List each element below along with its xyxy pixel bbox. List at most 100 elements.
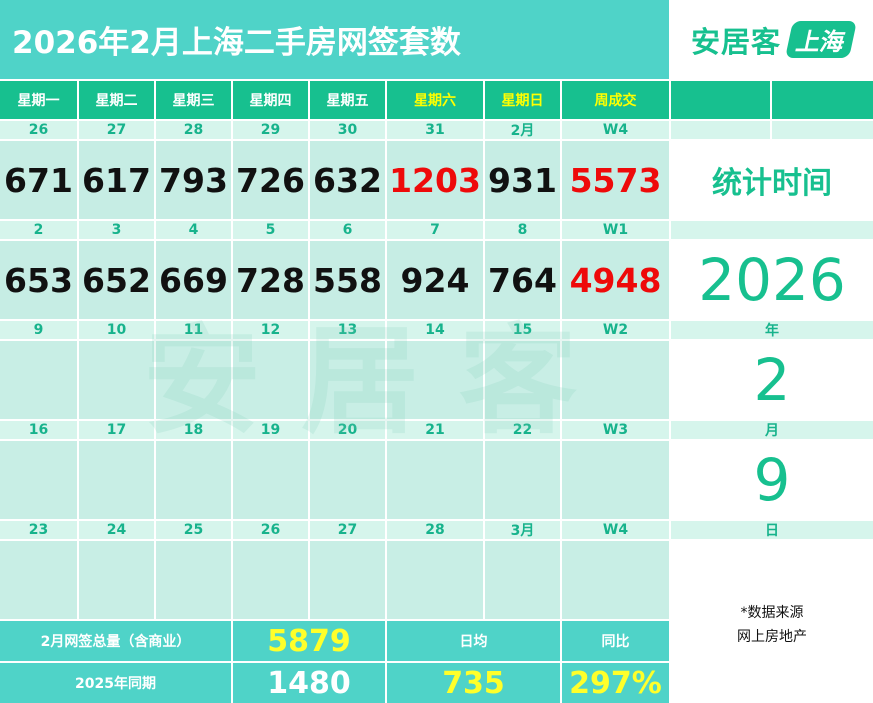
daily-count: 669 (156, 241, 231, 319)
stat-day-unit: 日 (671, 521, 873, 539)
daily-count (0, 341, 77, 419)
date-label: 19 (233, 421, 308, 439)
prev-year-label: 2025年同期 (0, 663, 231, 703)
side-date-blank (671, 221, 873, 239)
side-date-blank (772, 121, 873, 139)
date-label: 2月 (485, 121, 560, 139)
date-label: 29 (233, 121, 308, 139)
stat-year: 2026 (671, 241, 873, 319)
date-label: 15 (485, 321, 560, 339)
weekly-total (562, 441, 669, 519)
date-label: 28 (387, 521, 483, 539)
date-label: 18 (156, 421, 231, 439)
date-label: 30 (310, 121, 385, 139)
date-label: 3月 (485, 521, 560, 539)
daily-count: 793 (156, 141, 231, 219)
logo-brand-text: 安居客 (690, 24, 781, 59)
weekday-header: 星期四 (233, 81, 308, 119)
date-label: 26 (233, 521, 308, 539)
daily-count (0, 441, 77, 519)
daily-count: 1203 (387, 141, 483, 219)
date-label: 27 (310, 521, 385, 539)
date-label: 22 (485, 421, 560, 439)
date-label: 2 (0, 221, 77, 239)
stat-time-label: 统计时间 (671, 141, 873, 219)
daily-count (387, 341, 483, 419)
weekday-header: 星期五 (310, 81, 385, 119)
daily-count (387, 441, 483, 519)
date-label: 26 (0, 121, 77, 139)
daily-count (156, 341, 231, 419)
daily-count (233, 441, 308, 519)
daily-count: 728 (233, 241, 308, 319)
prev-year-value: 1480 (233, 663, 385, 703)
weekday-header: 星期二 (79, 81, 154, 119)
stat-year-unit: 年 (671, 321, 873, 339)
daily-count (233, 341, 308, 419)
avg-label: 日均 (387, 621, 560, 661)
daily-count (0, 541, 77, 619)
daily-count: 924 (387, 241, 483, 319)
stat-month-unit: 月 (671, 421, 873, 439)
weekly-total (562, 341, 669, 419)
date-label: 9 (0, 321, 77, 339)
source-line-2: 网上房地产 (737, 629, 807, 645)
daily-count (485, 341, 560, 419)
weekly-total (562, 541, 669, 619)
daily-count (79, 441, 154, 519)
daily-count (387, 541, 483, 619)
daily-count (156, 441, 231, 519)
side-header-blank (671, 81, 770, 119)
daily-count: 764 (485, 241, 560, 319)
side-date-blank (671, 121, 770, 139)
date-label: 12 (233, 321, 308, 339)
date-label: 31 (387, 121, 483, 139)
weekday-header: 星期六 (387, 81, 483, 119)
daily-count (310, 541, 385, 619)
date-label: 23 (0, 521, 77, 539)
date-label: 11 (156, 321, 231, 339)
date-label: 4 (156, 221, 231, 239)
date-label: 7 (387, 221, 483, 239)
daily-count: 632 (310, 141, 385, 219)
daily-count (310, 341, 385, 419)
weekday-header: 星期三 (156, 81, 231, 119)
date-label: 3 (79, 221, 154, 239)
total-label: 2月网签总量（含商业） (0, 621, 231, 661)
logo-city-badge: 上海 (785, 21, 857, 58)
date-label: 27 (79, 121, 154, 139)
avg-value: 735 (387, 663, 560, 703)
weekday-header: 星期日 (485, 81, 560, 119)
source-line-1: *数据来源 (740, 605, 804, 621)
daily-count: 671 (0, 141, 77, 219)
date-label: 20 (310, 421, 385, 439)
date-label: 17 (79, 421, 154, 439)
daily-count (310, 441, 385, 519)
weekday-header: 星期一 (0, 81, 77, 119)
date-label: 28 (156, 121, 231, 139)
date-label: 24 (79, 521, 154, 539)
date-label: 16 (0, 421, 77, 439)
daily-count: 726 (233, 141, 308, 219)
date-label: 6 (310, 221, 385, 239)
daily-count (485, 541, 560, 619)
page-title: 2026年2月上海二手房网签套数 (0, 0, 669, 79)
daily-count: 558 (310, 241, 385, 319)
date-label: 21 (387, 421, 483, 439)
weekly-total: 5573 (562, 141, 669, 219)
side-header-blank (772, 81, 873, 119)
daily-count (156, 541, 231, 619)
date-label: 8 (485, 221, 560, 239)
yoy-label: 同比 (562, 621, 669, 661)
stat-day: 9 (671, 441, 873, 519)
daily-count (233, 541, 308, 619)
weekly-total: 4948 (562, 241, 669, 319)
date-label: 25 (156, 521, 231, 539)
date-label: W4 (562, 121, 669, 139)
daily-count (485, 441, 560, 519)
data-source-note: *数据来源 网上房地产 (671, 541, 873, 703)
daily-count: 653 (0, 241, 77, 319)
date-label: 13 (310, 321, 385, 339)
yoy-value: 297% (562, 663, 669, 703)
date-label: W1 (562, 221, 669, 239)
